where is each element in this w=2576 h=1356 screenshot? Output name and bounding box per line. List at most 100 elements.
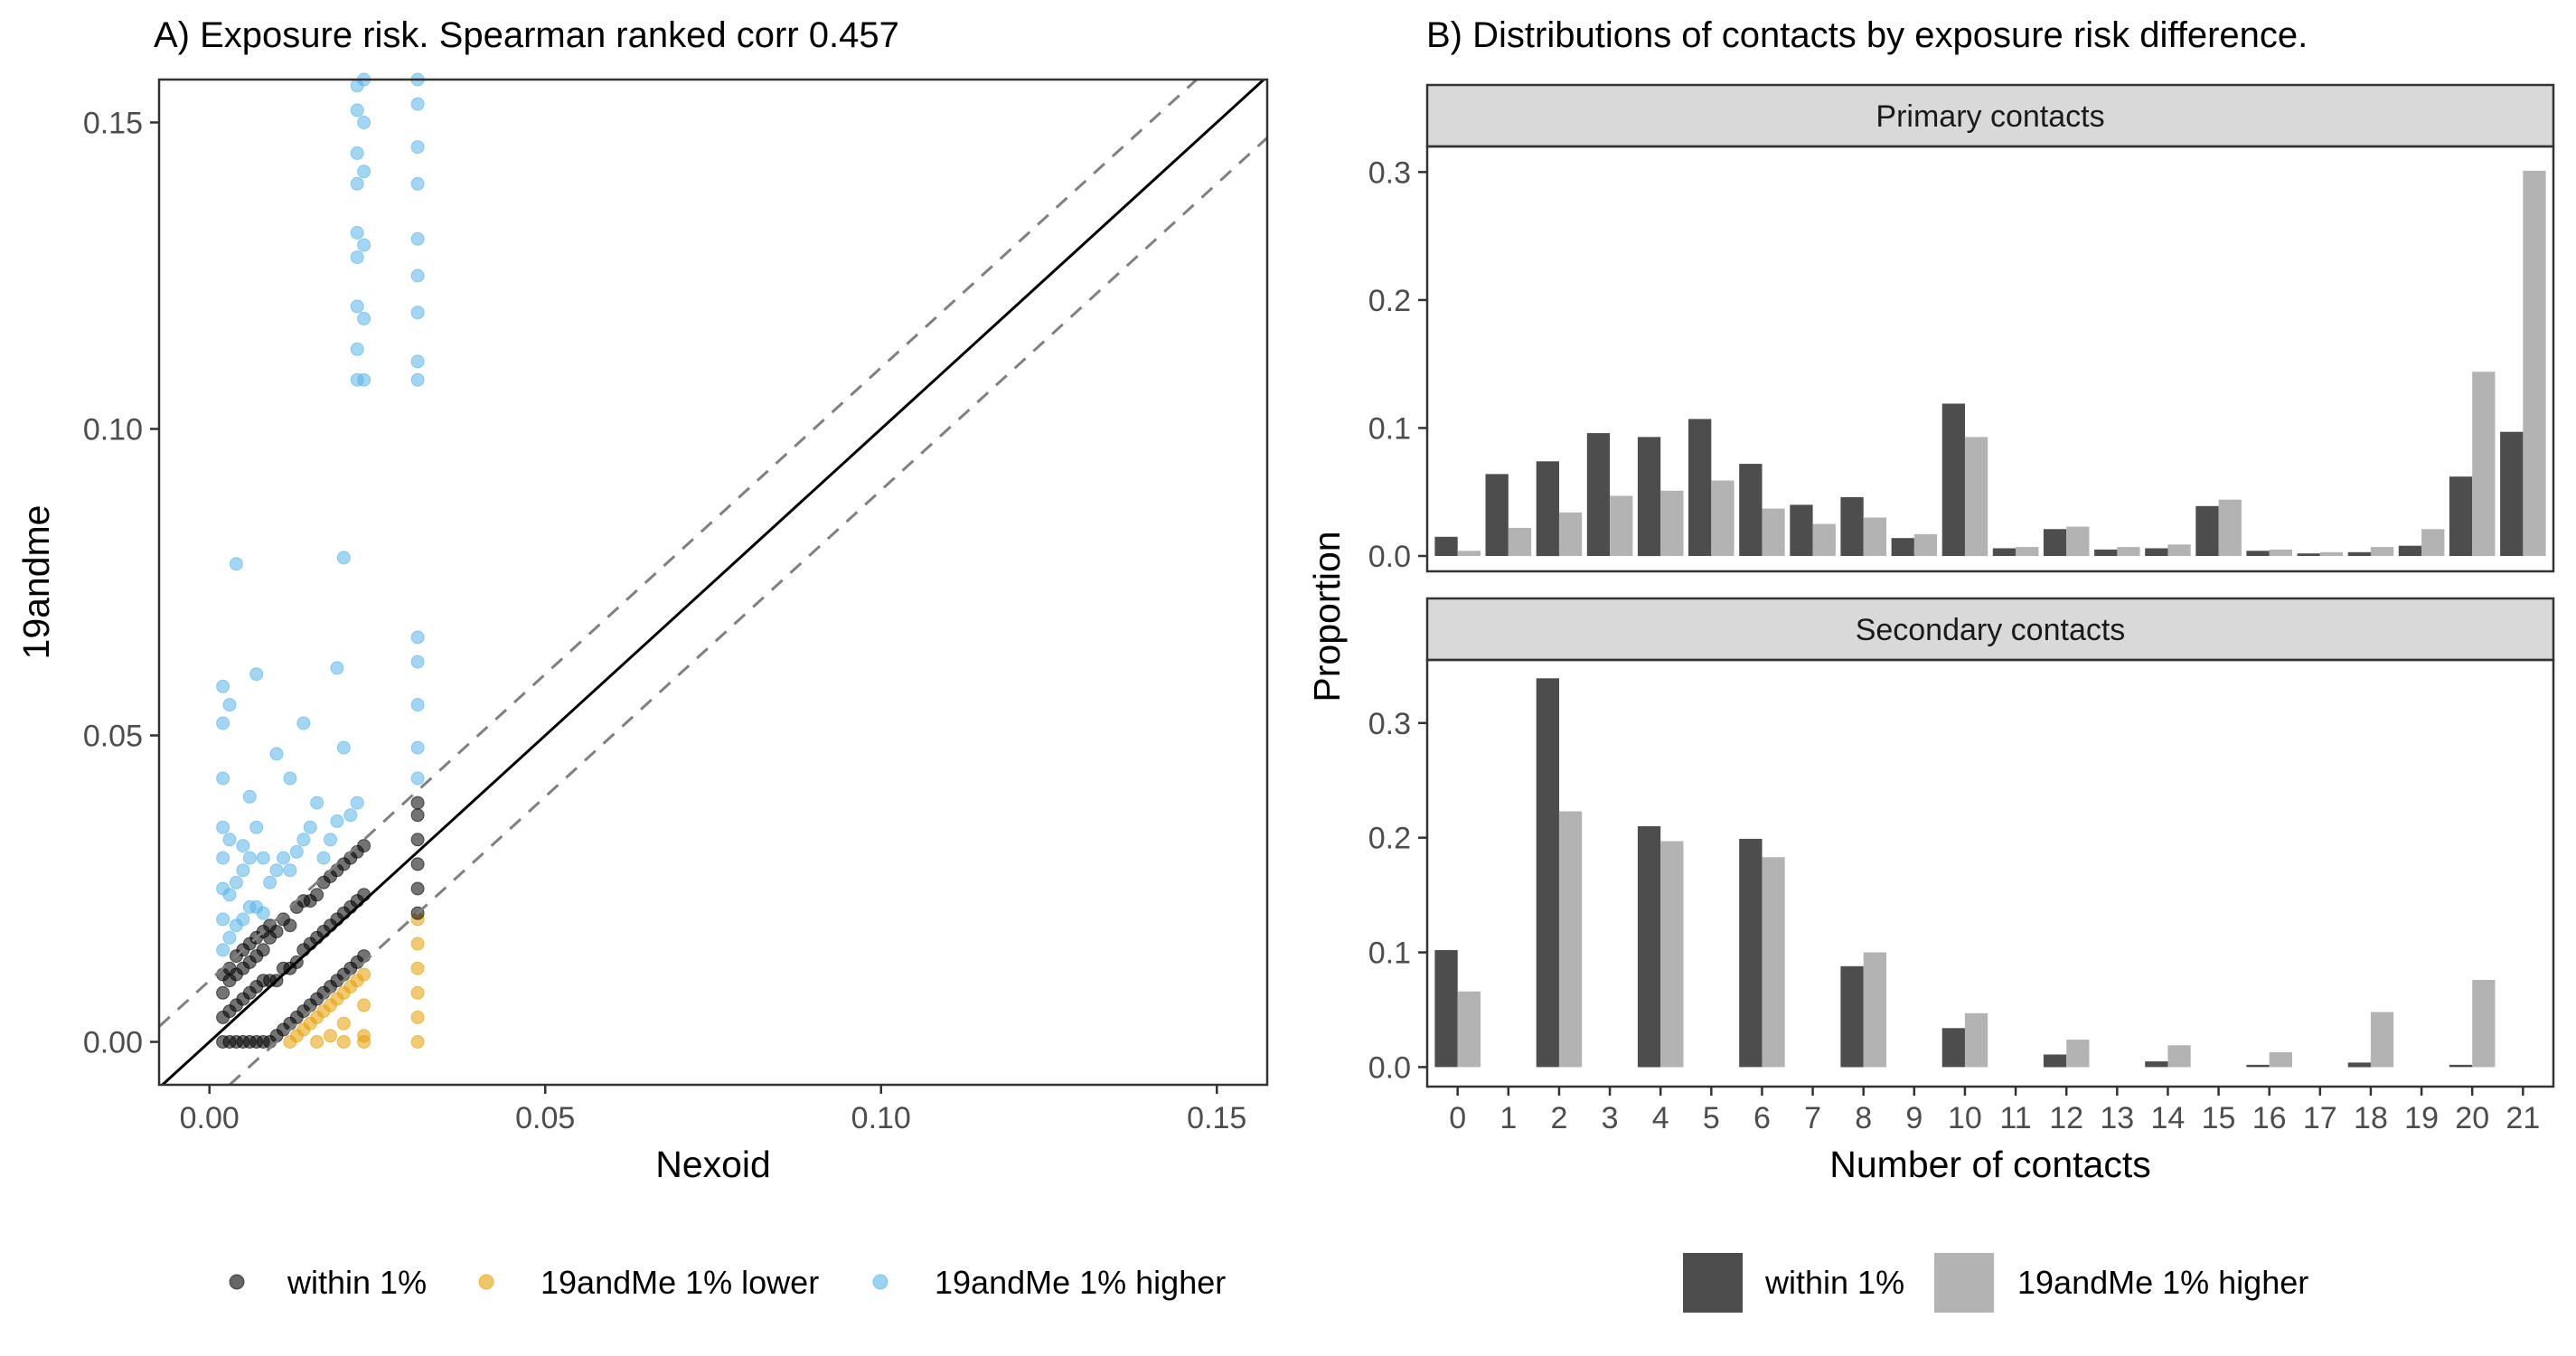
bar-facet-0-series-0-cat-8 <box>1840 496 1864 556</box>
b-x-tick-label-2: 2 <box>1550 1101 1567 1135</box>
point-series-2-35 <box>303 820 317 834</box>
bar-facet-0-series-0-cat-20 <box>2449 476 2473 556</box>
bar-facet-0-series-1-cat-5 <box>1711 480 1735 556</box>
bar-facet-0-series-1-cat-6 <box>1762 508 1785 556</box>
point-series-1-16 <box>310 1035 324 1049</box>
bar-facet-0-series-0-cat-2 <box>1536 461 1559 557</box>
point-series-2-58 <box>357 116 371 129</box>
point-series-2-32 <box>289 844 304 859</box>
bar-facet-1-series-1-cat-18 <box>2370 1012 2394 1068</box>
bar-facet-0-series-1-cat-19 <box>2421 529 2445 556</box>
panel-b-x-ticks: 0 1 2 3 4 5 6 7 8 9 10 11 12 13 14 15 16 17 18 19 20 21 <box>1449 1087 2540 1135</box>
point-series-2-14 <box>229 875 243 890</box>
primary-bars <box>1434 170 2546 557</box>
point-series-0-78 <box>410 808 425 823</box>
point-series-2-50 <box>350 176 364 191</box>
bar-facet-0-series-1-cat-7 <box>1812 523 1836 556</box>
point-series-0-73 <box>357 839 371 853</box>
point-series-2-23 <box>249 667 264 682</box>
x-tick-label-2: 0.10 <box>851 1101 911 1135</box>
point-series-1-15 <box>324 1029 337 1043</box>
panel-b-legend: within 1% 19andMe 1% higher <box>1683 1253 2308 1313</box>
bar-facet-1-series-1-cat-12 <box>2066 1040 2090 1068</box>
point-series-2-37 <box>316 851 331 865</box>
point-series-2-65 <box>410 372 425 387</box>
bar-facet-1-series-0-cat-6 <box>1739 838 1763 1068</box>
b-x-tick-label-6: 6 <box>1753 1101 1771 1135</box>
point-series-1-21 <box>410 985 425 1000</box>
strip-primary-label: Primary contacts <box>1876 99 2104 134</box>
point-series-2-20 <box>242 789 257 804</box>
point-series-2-39 <box>330 661 344 675</box>
bar-facet-0-series-0-cat-16 <box>2246 551 2270 556</box>
point-series-2-1 <box>216 912 230 927</box>
b-x-tick-label-10: 10 <box>1948 1101 1982 1135</box>
bar-facet-1-series-0-cat-4 <box>1637 826 1661 1068</box>
bar-facet-1-series-0-cat-14 <box>2145 1061 2168 1068</box>
point-series-2-49 <box>350 226 364 240</box>
panel-a-x-ticks: 0.00 0.05 0.10 0.15 <box>180 1085 1246 1135</box>
point-series-2-25 <box>256 851 270 865</box>
point-series-2-69 <box>410 231 425 246</box>
b-x-tick-label-0: 0 <box>1449 1101 1466 1135</box>
bar-facet-0-series-1-cat-15 <box>2218 499 2242 556</box>
point-series-0-26 <box>256 943 270 957</box>
b-x-tick-label-1: 1 <box>1500 1101 1517 1135</box>
bar-facet-0-series-1-cat-14 <box>2167 544 2191 556</box>
bar-facet-0-series-0-cat-7 <box>1790 504 1813 556</box>
point-series-0-77 <box>410 833 425 847</box>
bar-facet-0-series-0-cat-18 <box>2347 551 2371 556</box>
point-series-2-7 <box>216 679 230 693</box>
facet-1-y-tick-label-1: 0.1 <box>1368 937 1411 971</box>
point-series-1-14 <box>336 1016 351 1031</box>
legend-label-higher: 19andMe 1% higher <box>935 1264 1226 1301</box>
point-series-2-9 <box>222 888 237 902</box>
secondary-bars <box>1434 678 2496 1068</box>
point-series-2-61 <box>410 740 425 755</box>
panel-b-y-axis-title: Proportion <box>1306 531 1348 702</box>
panel-a-legend: within 1% 19andMe 1% lower 19andMe 1% hi… <box>229 1264 1226 1301</box>
point-series-2-68 <box>410 268 425 283</box>
bar-facet-0-series-1-cat-20 <box>2472 372 2496 557</box>
bar-facet-0-series-1-cat-9 <box>1913 533 1938 556</box>
bar-facet-0-series-0-cat-1 <box>1485 474 1509 556</box>
panel-a-x-axis-title: Nexoid <box>655 1144 771 1185</box>
point-series-2-8 <box>222 930 237 945</box>
point-series-2-34 <box>296 833 311 847</box>
legend-key-bar-within <box>1683 1253 1743 1313</box>
bar-facet-1-series-1-cat-10 <box>1964 1012 1988 1068</box>
bar-facet-1-series-1-cat-14 <box>2167 1045 2191 1068</box>
b-x-tick-label-9: 9 <box>1905 1101 1923 1135</box>
b-x-tick-label-21: 21 <box>2505 1101 2540 1135</box>
point-series-2-44 <box>350 796 364 810</box>
point-series-2-46 <box>350 342 364 356</box>
bar-facet-0-series-1-cat-3 <box>1610 495 1633 556</box>
point-series-2-40 <box>330 814 344 828</box>
panel-a-y-ticks: 0.00 0.05 0.10 0.15 <box>83 106 159 1060</box>
b-x-tick-label-3: 3 <box>1602 1101 1619 1135</box>
point-series-2-22 <box>249 820 264 834</box>
facet-1-y-tick-label-3: 0.3 <box>1368 707 1411 741</box>
point-series-0-75 <box>410 881 425 896</box>
bar-facet-1-series-0-cat-12 <box>2043 1054 2067 1068</box>
facet-0-y-tick-label-2: 0.2 <box>1368 284 1411 318</box>
point-series-2-52 <box>350 103 364 118</box>
legend-key-bar-higher <box>1934 1253 1994 1313</box>
point-series-2-26 <box>263 875 277 890</box>
bar-facet-1-series-1-cat-8 <box>1863 952 1886 1068</box>
point-series-2-47 <box>350 299 364 314</box>
bar-facet-1-series-0-cat-20 <box>2449 1064 2473 1068</box>
y-tick-label-1: 0.05 <box>83 720 143 754</box>
bar-facet-0-series-1-cat-11 <box>2016 547 2039 556</box>
reference-line-1 <box>157 78 1199 1028</box>
bar-facet-1-series-0-cat-2 <box>1536 678 1559 1068</box>
panel-b-title: B) Distributions of contacts by exposure… <box>1426 15 2308 55</box>
point-series-1-19 <box>410 1035 425 1049</box>
bar-facet-1-series-1-cat-16 <box>2269 1051 2292 1068</box>
bar-facet-1-series-0-cat-10 <box>1941 1028 1965 1068</box>
legend-key-lower <box>478 1274 494 1290</box>
legend-label-lower: 19andMe 1% lower <box>541 1264 819 1301</box>
point-series-2-63 <box>410 654 425 669</box>
point-series-2-29 <box>277 851 290 865</box>
